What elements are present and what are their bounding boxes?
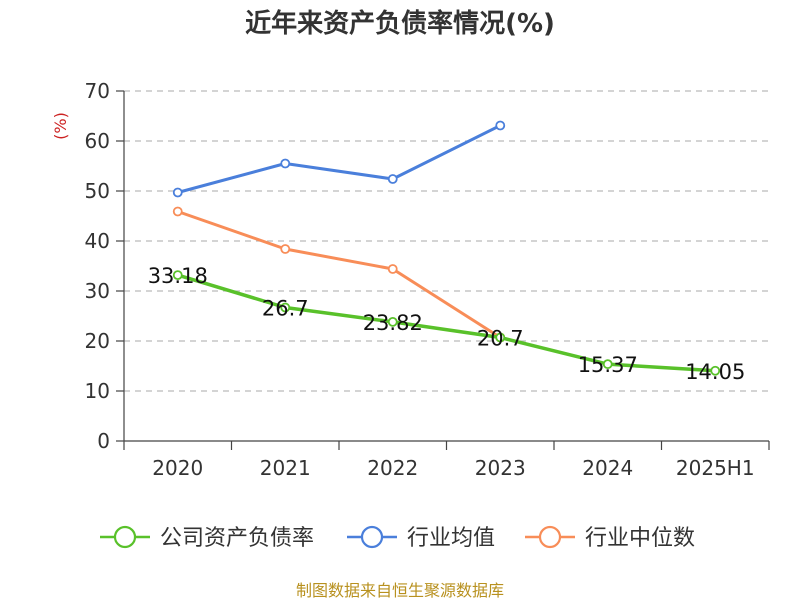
data-point [710,365,721,376]
y-tick-label: 0 [97,429,110,453]
x-tick-label: 2025H1 [676,456,755,480]
y-axis-label: (%) [51,112,70,140]
y-tick-label: 30 [85,279,110,303]
y-tick-label: 50 [85,179,110,203]
y-tick-label: 20 [85,329,110,353]
data-point [280,302,291,313]
data-label: 23.82 [363,311,423,335]
legend-label: 行业均值 [407,526,495,551]
data-point [387,264,398,274]
data-point [172,187,183,198]
grid-lines [124,90,769,392]
legend-item[interactable]: 行业均值 [347,525,495,551]
source-note: 制图数据来自恒生聚源数据库 [296,581,504,600]
axes: 0 10 20 30 40 50 60 70 2020 2021 2022 2023 2024 2025H… [85,79,770,480]
x-tick-label: 2022 [367,456,418,480]
data-label: 33.18 [148,264,208,288]
y-tick-label: 10 [85,379,110,403]
data-point [602,359,613,370]
data-point [495,120,506,131]
data-label: 15.37 [578,353,638,377]
legend[interactable]: 公司资产负债率 行业均值 行业中位数 [100,525,695,551]
data-point [280,158,291,169]
data-labels: 33.18 26.7 23.82 20.7 15.37 14.05 [148,264,746,384]
data-label: 26.7 [262,297,309,321]
legend-marker [360,525,384,549]
y-tick-label: 60 [85,129,110,153]
data-point [172,270,183,281]
data-point [280,244,291,254]
legend-marker [113,525,137,549]
y-tick-label: 70 [85,79,110,103]
legend-label: 公司资产负债率 [160,526,314,551]
data-label: 14.05 [685,360,745,384]
series-lines [172,120,721,376]
data-label: 20.7 [477,327,524,351]
series-line [176,210,502,339]
y-tick-label: 40 [85,229,110,253]
series-line [176,124,502,194]
data-point [172,206,183,217]
data-point [387,174,398,184]
data-point [387,316,398,327]
x-tick-label: 2024 [582,456,633,480]
legend-item[interactable]: 公司资产负债率 [100,525,314,551]
chart-title: 近年来资产负债率情况(%) [245,8,555,39]
x-tick-label: 2023 [475,456,526,480]
legend-item[interactable]: 行业中位数 [525,525,695,551]
data-point [495,332,506,343]
legend-marker [538,525,562,549]
legend-label: 行业中位数 [585,526,695,551]
x-tick-label: 2021 [260,456,311,480]
series-line [176,273,717,373]
x-tick-label: 2020 [152,456,203,480]
